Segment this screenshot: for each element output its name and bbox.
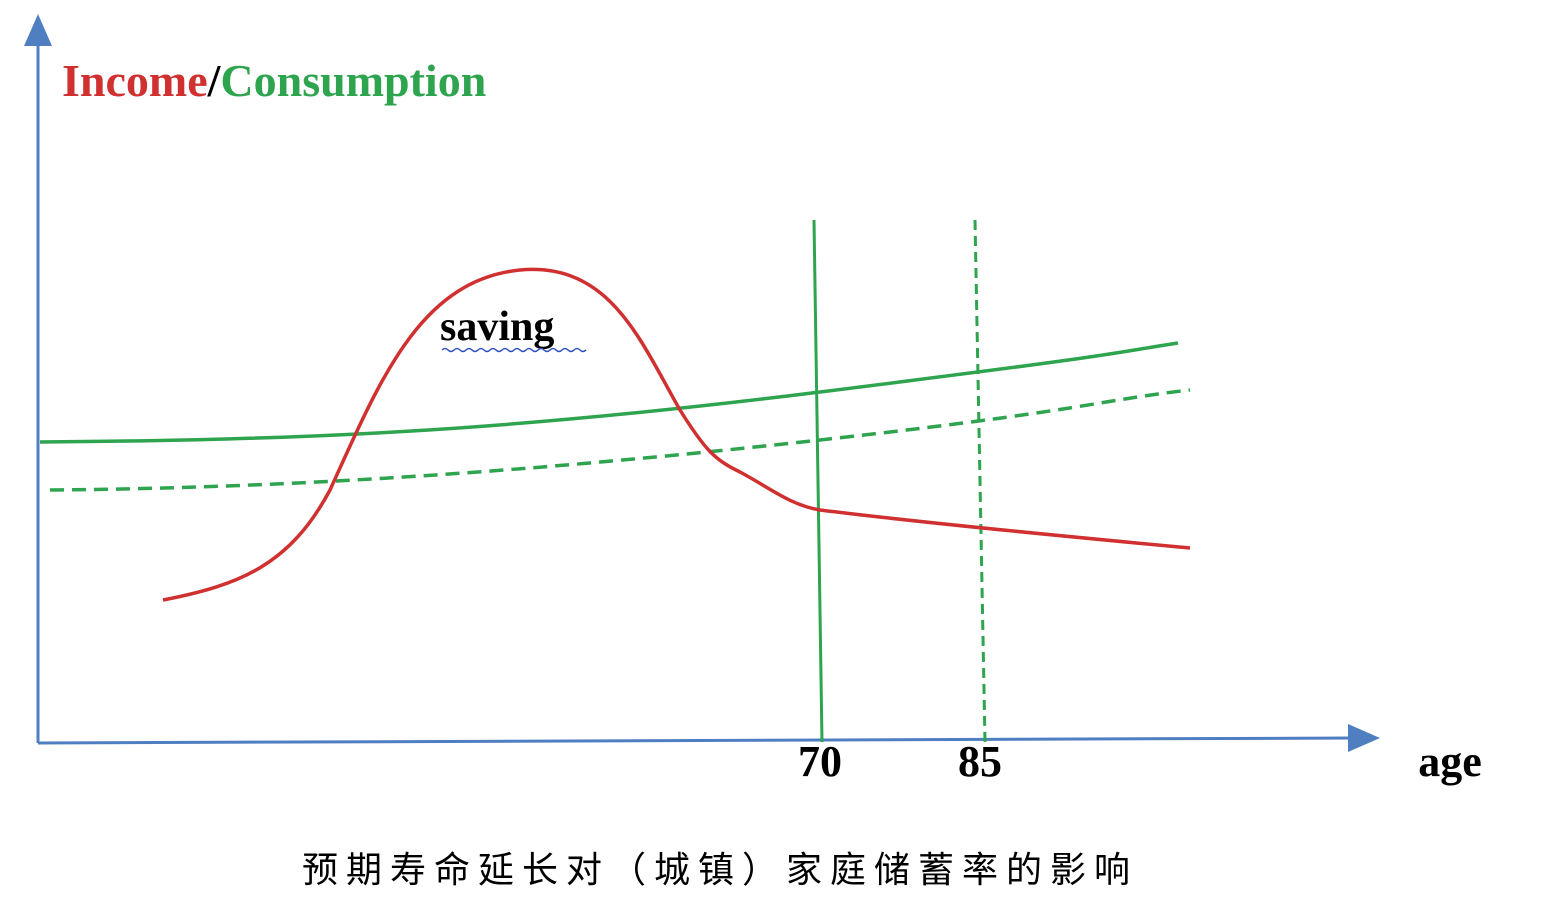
title-slash: /	[207, 55, 222, 106]
mark-70: 70	[798, 737, 842, 786]
x-arrow	[1348, 724, 1380, 752]
caption: 预期寿命延长对（城镇）家庭储蓄率的影响	[302, 850, 1138, 891]
mark-85: 85	[958, 737, 1002, 786]
title-consumption: Consumption	[220, 55, 486, 106]
line-70	[812, 219, 824, 743]
spell-underline	[441, 347, 587, 353]
consumption-curve	[39, 341, 1179, 444]
consumption-curve-extended	[49, 388, 1191, 492]
x-axis-label: age	[1418, 737, 1482, 786]
y-arrow	[24, 14, 52, 46]
title-income: Income	[62, 55, 208, 106]
x-axis	[37, 736, 1356, 745]
income-curve	[162, 267, 1191, 602]
saving-label: saving	[440, 304, 554, 350]
title: Income/Consumption	[62, 55, 486, 106]
line-85	[973, 219, 987, 743]
